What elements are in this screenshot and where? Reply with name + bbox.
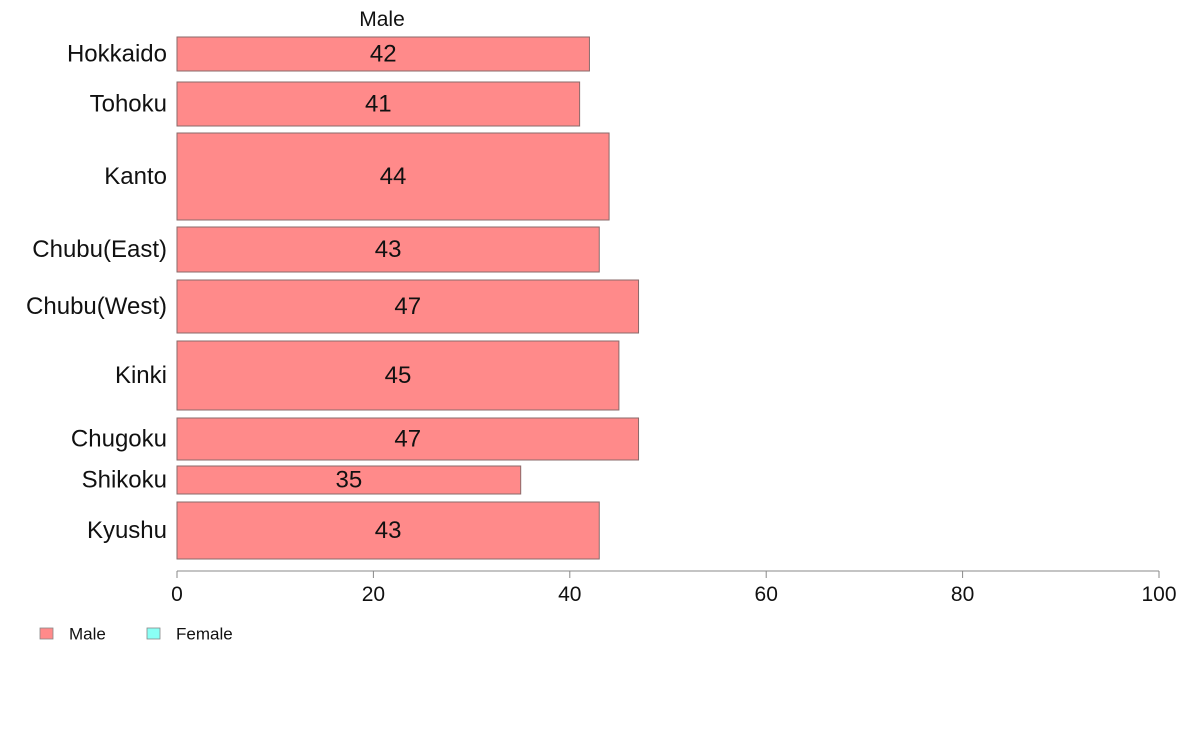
x-tick-label: 60: [755, 583, 778, 606]
legend-label-male: Male: [69, 625, 106, 644]
x-tick-label: 80: [951, 583, 974, 606]
category-label-chugoku: Chugoku: [71, 426, 167, 453]
value-labels: 42 41 44 43 47 45 47 35 43: [335, 41, 421, 545]
x-tick-label: 0: [171, 583, 183, 606]
category-label-kinki: Kinki: [115, 362, 167, 389]
value-label-kanto: 44: [380, 163, 407, 190]
bar-kanto: [176, 132, 610, 221]
value-label-tohoku: 41: [365, 91, 392, 118]
value-label-chubu-east: 43: [375, 236, 402, 263]
legend-swatch-female: [146, 627, 161, 640]
category-label-kyushu: Kyushu: [87, 517, 167, 544]
value-label-chubu-west: 47: [394, 293, 421, 320]
x-axis: 0 20 40 60 80 100: [171, 570, 1177, 606]
x-tick-label: 20: [362, 583, 385, 606]
bar-tohoku: [176, 81, 581, 127]
bar-chugoku: [176, 417, 640, 461]
x-tick-label: 40: [558, 583, 581, 606]
bars-group: [176, 36, 640, 560]
category-label-chubu-east: Chubu(East): [32, 236, 167, 263]
value-label-chugoku: 47: [394, 426, 421, 453]
bar-kinki: [176, 340, 620, 411]
category-label-hokkaido: Hokkaido: [67, 41, 167, 68]
category-labels: Hokkaido Tohoku Kanto Chubu(East) Chubu(West…: [26, 41, 167, 545]
legend-swatch-male: [39, 627, 54, 640]
category-label-kanto: Kanto: [104, 163, 167, 190]
category-label-tohoku: Tohoku: [90, 91, 167, 118]
bar-chubu-west: [176, 279, 640, 334]
value-label-kyushu: 43: [375, 517, 402, 544]
legend-label-female: Female: [176, 625, 233, 644]
value-label-hokkaido: 42: [370, 41, 397, 68]
category-label-shikoku: Shikoku: [82, 467, 167, 494]
value-label-shikoku: 35: [335, 467, 362, 494]
bar-chubu-east: [176, 226, 600, 273]
value-label-kinki: 45: [385, 362, 412, 389]
bar-kyushu: [176, 501, 600, 560]
x-tick-label: 100: [1141, 583, 1176, 606]
category-label-chubu-west: Chubu(West): [26, 293, 167, 320]
bar-shikoku: [176, 465, 522, 495]
panel-title: Male: [359, 8, 405, 31]
bar-hokkaido: [176, 36, 590, 72]
legend: Male Female: [39, 625, 233, 644]
